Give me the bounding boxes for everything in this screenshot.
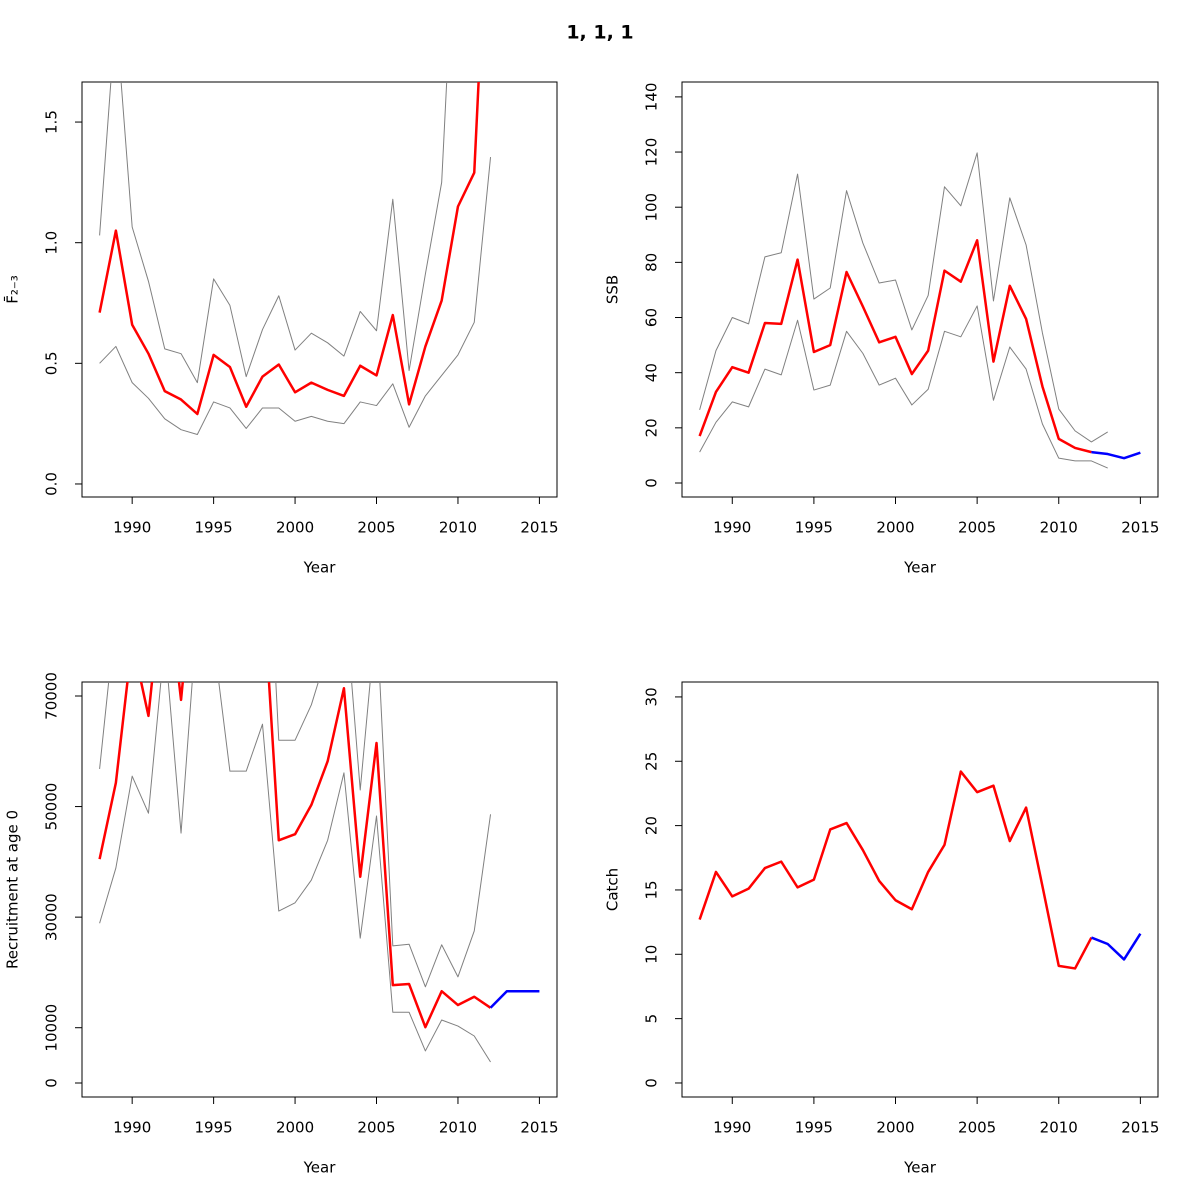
y-tick-label: 70000 <box>43 672 61 720</box>
y-tick-label: 1.5 <box>43 110 61 134</box>
y-tick-label: 5 <box>643 1014 661 1024</box>
y-tick-label: 0 <box>643 478 661 488</box>
y-tick-label: 50000 <box>43 783 61 831</box>
y-axis-label: SSB <box>604 275 622 304</box>
x-axis-label: Year <box>903 559 937 577</box>
series-line <box>489 989 540 1009</box>
panel: 1990 1995 2000 2005 2010 2015 0 10000 30000 50000… <box>4 672 559 1177</box>
x-tick-label: 1990 <box>113 519 151 537</box>
y-tick-label: 60 <box>643 308 661 327</box>
series-line <box>99 156 492 436</box>
x-tick-label: 2005 <box>357 1119 395 1137</box>
plot-frame <box>81 81 558 498</box>
x-tick-label: 1995 <box>795 1119 833 1137</box>
series-line <box>99 682 491 1063</box>
panel: 1990 1995 2000 2005 2010 2015 0 20 40 60 80 100 120 1… <box>604 81 1159 577</box>
x-tick-label: 1995 <box>195 1119 233 1137</box>
x-tick-label: 2010 <box>1040 519 1078 537</box>
y-axis-label: Catch <box>604 868 622 911</box>
figure-title: 1, 1, 1 <box>566 22 633 44</box>
x-tick-label: 2005 <box>357 519 395 537</box>
x-tick-label: 1990 <box>713 1119 751 1137</box>
y-tick-label: 1.0 <box>43 231 61 255</box>
series-line <box>99 682 492 988</box>
lines <box>98 682 540 1063</box>
x-tick-label: 2015 <box>1121 519 1159 537</box>
y-axis-label: Recruitment at age 0 <box>4 810 22 969</box>
x-tick-label: 2015 <box>520 1119 558 1137</box>
x-tick-label: 1990 <box>113 1119 151 1137</box>
y-tick-label: 25 <box>643 752 661 771</box>
series-line <box>1091 450 1141 460</box>
y-tick-label: 0.5 <box>43 351 61 375</box>
plot-frame <box>81 681 558 1098</box>
y-tick-label: 15 <box>643 880 661 899</box>
lines <box>98 82 492 436</box>
y-tick-label: 10000 <box>43 1004 61 1052</box>
x-tick-label: 2000 <box>276 519 314 537</box>
x-tick-label: 1995 <box>795 519 833 537</box>
y-tick-label: 30000 <box>43 893 61 941</box>
series-line <box>98 82 480 416</box>
lines <box>698 152 1141 469</box>
x-tick-label: 2015 <box>1121 1119 1159 1137</box>
x-tick-label: 2010 <box>1040 1119 1078 1137</box>
series-line <box>99 82 448 384</box>
y-tick-label: 20 <box>643 816 661 835</box>
panel: 1990 1995 2000 2005 2010 2015 0 5 10 15 20 25 30 Year… <box>604 681 1159 1177</box>
y-tick-label: 0 <box>643 1078 661 1088</box>
x-tick-label: 2005 <box>958 519 996 537</box>
y-tick-label: 120 <box>643 138 661 167</box>
y-tick-label: 30 <box>643 687 661 706</box>
x-tick-label: 2005 <box>958 1119 996 1137</box>
lines <box>698 770 1142 970</box>
x-axis-label: Year <box>303 559 337 577</box>
x-tick-label: 1995 <box>195 519 233 537</box>
plot-frame <box>681 81 1159 498</box>
y-axis-label: F̄₂₋₃ <box>3 275 22 304</box>
series-line <box>98 682 492 1029</box>
y-tick-label: 100 <box>643 193 661 222</box>
x-tick-label: 1990 <box>713 519 751 537</box>
y-tick-label: 140 <box>643 83 661 112</box>
series-line <box>1090 933 1142 961</box>
y-tick-label: 10 <box>643 945 661 964</box>
x-axis-label: Year <box>903 1159 937 1177</box>
series-line <box>699 152 1108 443</box>
series-line <box>698 770 1093 970</box>
panel: 1990 1995 2000 2005 2010 2015 0.0 0.5 1.0 1.5 Year… <box>3 81 559 577</box>
y-tick-label: 0.0 <box>43 472 61 496</box>
x-tick-label: 2015 <box>520 519 558 537</box>
x-tick-label: 2000 <box>876 1119 914 1137</box>
series-line <box>698 239 1092 454</box>
y-tick-label: 0 <box>43 1078 61 1088</box>
y-tick-label: 40 <box>643 363 661 382</box>
x-tick-label: 2010 <box>439 519 477 537</box>
series-line <box>699 305 1108 469</box>
x-tick-label: 2000 <box>276 1119 314 1137</box>
y-tick-label: 80 <box>643 253 661 272</box>
x-tick-label: 2010 <box>439 1119 477 1137</box>
x-tick-label: 2000 <box>876 519 914 537</box>
x-axis-label: Year <box>303 1159 337 1177</box>
y-tick-label: 20 <box>643 418 661 437</box>
